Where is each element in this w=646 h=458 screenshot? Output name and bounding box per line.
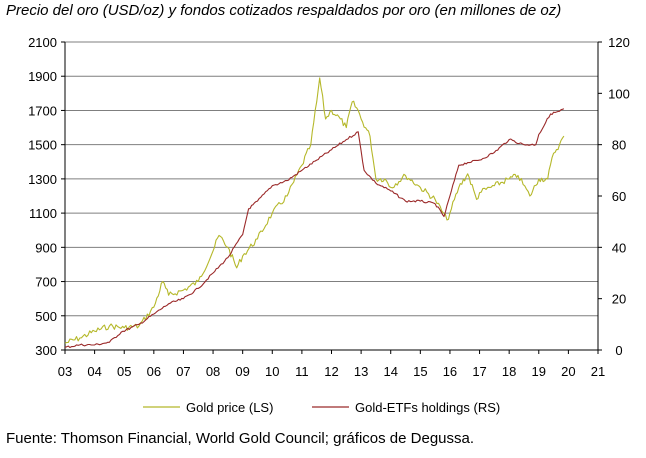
x-tick-label: 13 — [354, 364, 368, 379]
right-tick-label: 80 — [612, 138, 626, 153]
left-tick-label: 1500 — [28, 138, 57, 153]
x-tick-label: 21 — [591, 364, 605, 379]
x-tick-label: 04 — [87, 364, 101, 379]
x-tick-label: 20 — [561, 364, 575, 379]
x-tick-label: 12 — [324, 364, 338, 379]
left-tick-label: 1300 — [28, 172, 57, 187]
left-tick-label: 300 — [35, 343, 57, 358]
series-line-gold-price — [64, 77, 565, 344]
x-tick-label: 11 — [295, 364, 309, 379]
left-tick-label: 500 — [35, 309, 57, 324]
right-tick-label: 60 — [612, 189, 626, 204]
x-tick-label: 05 — [117, 364, 131, 379]
left-tick-label: 2100 — [28, 35, 57, 50]
x-tick-label: 07 — [176, 364, 190, 379]
chart-title: Precio del oro (USD/oz) y fondos cotizad… — [6, 2, 562, 19]
x-tick-label: 03 — [58, 364, 72, 379]
left-tick-label: 1100 — [29, 206, 57, 221]
legend-label-gold-etfs: Gold-ETFs holdings (RS) — [355, 400, 500, 415]
legend: Gold price (LS) Gold-ETFs holdings (RS) — [143, 400, 500, 415]
left-y-axis-ticks: 300 500 700 900 1100 1300 1500 1700 1900 2100 — [28, 35, 57, 358]
x-tick-label: 14 — [383, 364, 397, 379]
right-tick-label: 40 — [612, 240, 626, 255]
x-tick-label: 10 — [265, 364, 279, 379]
legend-label-gold-price: Gold price (LS) — [186, 400, 273, 415]
series-line-gold-etfs — [64, 108, 565, 349]
x-tick-label: 16 — [443, 364, 457, 379]
x-axis-ticks: 03 04 05 06 07 08 09 10 11 12 13 14 15 16 17 18 19 20 21 — [58, 364, 605, 379]
x-tick-label: 15 — [413, 364, 427, 379]
left-tick-label: 1900 — [28, 69, 57, 84]
right-tick-label: 20 — [612, 292, 626, 307]
series-lines — [64, 77, 565, 349]
x-tick-label: 18 — [502, 364, 516, 379]
x-tick-label: 08 — [206, 364, 220, 379]
axes — [61, 41, 602, 354]
left-tick-label: 700 — [35, 275, 57, 290]
source-note: Fuente: Thomson Financial, World Gold Co… — [6, 430, 475, 447]
x-tick-label: 09 — [235, 364, 249, 379]
left-tick-label: 900 — [35, 240, 57, 255]
x-tick-label: 06 — [147, 364, 161, 379]
x-tick-label: 19 — [532, 364, 546, 379]
left-tick-label: 1700 — [28, 103, 57, 118]
right-tick-label: 120 — [608, 35, 630, 50]
right-tick-label: 0 — [615, 343, 622, 358]
gridlines — [65, 41, 598, 317]
right-tick-label: 100 — [608, 86, 630, 101]
x-tick-label: 17 — [472, 364, 486, 379]
right-y-axis-ticks: 0 20 40 60 80 100 120 — [608, 35, 630, 358]
